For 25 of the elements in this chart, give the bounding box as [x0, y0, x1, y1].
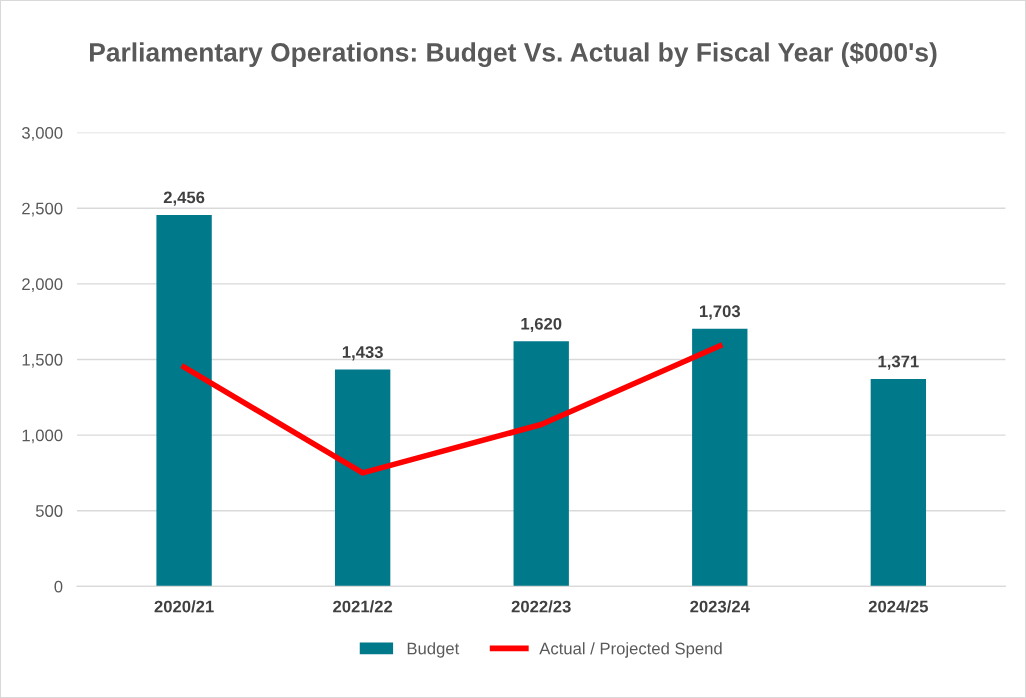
legend-label: Actual / Projected Spend: [539, 642, 722, 658]
x-tick-label: 2023/24: [690, 600, 750, 613]
chart-title: Parliamentary Operations: Budget Vs. Actual by Fiscal Year ($000's): [89, 41, 937, 68]
y-tick-label: 3,000: [21, 127, 63, 141]
legend-label: Budget: [407, 642, 460, 658]
data-label: 1,371: [878, 355, 919, 370]
data-label: 2,456: [163, 191, 205, 206]
x-tick-label: 2024/25: [868, 600, 928, 613]
y-tick-label: 1,500: [22, 353, 63, 368]
y-tick-label: 2,000: [22, 278, 63, 293]
y-tick-label: 2,500: [22, 202, 63, 217]
data-label: 1,703: [699, 305, 741, 320]
x-tick-label: 2022/23: [511, 600, 571, 613]
y-tick-label: 1,000: [22, 429, 63, 444]
y-tick-label: 500: [35, 505, 63, 517]
data-label: 1,620: [521, 317, 562, 333]
bar: [334, 369, 391, 587]
x-tick-label: 2021/22: [333, 600, 393, 613]
bar: [870, 378, 927, 587]
bar: [156, 214, 212, 587]
x-tick-label: 2020/21: [154, 600, 214, 613]
data-label: 1,433: [342, 346, 383, 361]
y-tick-label: 0: [54, 580, 63, 593]
bar: [692, 328, 748, 587]
bar: [513, 341, 569, 587]
